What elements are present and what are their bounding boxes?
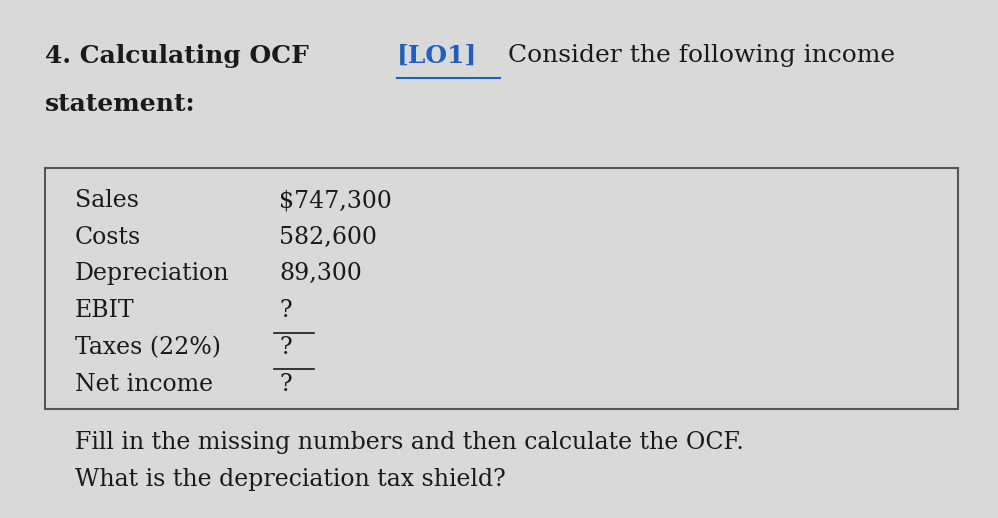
Text: Sales: Sales (75, 189, 139, 212)
Text: Net income: Net income (75, 372, 213, 396)
Text: ?: ? (279, 336, 292, 359)
Text: 89,300: 89,300 (279, 263, 362, 285)
Text: ?: ? (279, 372, 292, 396)
Text: [LO1]: [LO1] (396, 44, 477, 68)
Text: Costs: Costs (75, 226, 141, 249)
Text: statement:: statement: (45, 92, 196, 116)
Text: EBIT: EBIT (75, 299, 135, 322)
Text: Taxes (22%): Taxes (22%) (75, 336, 221, 359)
Text: 582,600: 582,600 (279, 226, 377, 249)
Text: Fill in the missing numbers and then calculate the OCF.
What is the depreciation: Fill in the missing numbers and then cal… (75, 431, 744, 492)
Text: $747,300: $747,300 (279, 189, 392, 212)
Text: ?: ? (279, 299, 292, 322)
FancyBboxPatch shape (45, 168, 958, 409)
Text: 4. Calculating OCF: 4. Calculating OCF (45, 44, 317, 68)
Text: Consider the following income: Consider the following income (500, 44, 895, 67)
Text: Depreciation: Depreciation (75, 263, 230, 285)
